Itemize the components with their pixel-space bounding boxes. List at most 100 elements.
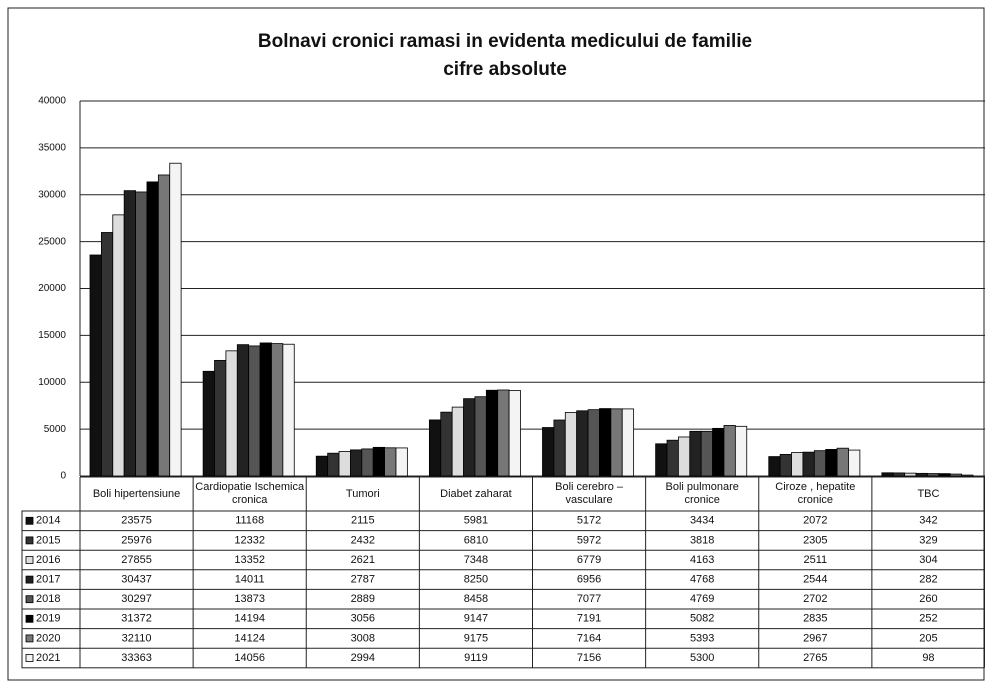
table-value: 282: [919, 574, 937, 586]
bar: [474, 396, 487, 477]
bar: [248, 345, 261, 477]
table-value: 5300: [690, 652, 714, 664]
legend-label: 2016: [36, 554, 60, 566]
bar: [802, 451, 815, 477]
table-value: 3818: [690, 534, 714, 546]
y-tick-label: 0: [60, 471, 66, 482]
y-tick-label: 20000: [38, 283, 66, 294]
y-tick-label: 15000: [38, 330, 66, 341]
bar: [259, 342, 272, 477]
legend-label: 2019: [36, 613, 60, 625]
table-value: 2072: [803, 515, 827, 527]
table-value: 7191: [577, 613, 601, 625]
bar: [666, 439, 679, 477]
x-tick-label: Cardiopatie Ischemica cronica: [195, 481, 305, 506]
table-value: 8458: [464, 593, 488, 605]
y-tick-label: 25000: [38, 236, 66, 247]
table-value: 14056: [234, 652, 265, 664]
table-value: 4163: [690, 554, 714, 566]
chart-title: Bolnavi cronici ramasi in evidenta medic…: [258, 31, 752, 52]
table-value: 7156: [577, 652, 601, 664]
bar: [689, 430, 702, 477]
x-tick-label: Boli hipertensiune: [92, 487, 181, 500]
bar: [587, 409, 600, 477]
table-value: 14124: [234, 632, 265, 644]
bar: [961, 474, 974, 477]
bar: [395, 447, 408, 477]
bar: [915, 472, 928, 477]
bar: [949, 473, 963, 477]
bar: [202, 370, 215, 477]
table-value: 12332: [234, 534, 265, 546]
table-value: 2621: [351, 554, 375, 566]
table-value: 9175: [464, 632, 488, 644]
legend-label: 2020: [36, 632, 60, 644]
bar: [214, 359, 227, 477]
table-value: 11168: [235, 515, 264, 527]
legend-swatch: [25, 614, 34, 623]
bar: [576, 410, 589, 477]
legend-swatch: [25, 516, 34, 525]
bar: [440, 411, 453, 477]
legend-swatch: [25, 575, 34, 584]
table-value: 2889: [351, 593, 375, 605]
category-cell: Ciroze , hepatite cronice: [775, 481, 855, 506]
table-value: 2432: [351, 534, 375, 546]
y-tick-label: 40000: [38, 96, 66, 107]
table-value: 5972: [577, 534, 601, 546]
bar: [791, 452, 804, 477]
table-value: 2994: [351, 652, 375, 664]
legend-label: 2018: [36, 593, 60, 605]
table-value: 304: [919, 554, 937, 566]
bar: [157, 174, 171, 477]
bar: [428, 419, 442, 477]
table-value: 205: [919, 632, 937, 644]
table-value: 3434: [690, 515, 714, 527]
table-value: 30297: [121, 593, 152, 605]
bar: [282, 343, 295, 477]
table-value: 33363: [121, 652, 152, 664]
y-tick-label: 5000: [44, 424, 67, 435]
category-cell: Tumori: [345, 487, 380, 500]
table-value: 252: [919, 613, 937, 625]
y-tick-label: 30000: [38, 189, 66, 200]
legend-swatch: [25, 536, 34, 545]
bar: [938, 473, 951, 477]
table-value: 2765: [803, 652, 827, 664]
table-value: 3056: [351, 613, 375, 625]
bar: [599, 408, 612, 477]
table-value: 7077: [577, 593, 601, 605]
table-value: 5172: [577, 515, 601, 527]
table-value: 4768: [690, 574, 714, 586]
chart-frame: [7, 7, 985, 681]
bar: [451, 406, 464, 477]
category-cell: Boli pulmonare cronice: [666, 481, 739, 506]
bar: [350, 449, 363, 477]
y-tick-label: 10000: [38, 377, 66, 388]
bar: [225, 350, 238, 477]
bar: [112, 214, 125, 477]
table-value: 13352: [234, 554, 265, 566]
table-value: 6779: [577, 554, 601, 566]
bar: [723, 425, 736, 477]
bar: [146, 181, 159, 477]
legend-swatch: [25, 654, 34, 662]
legend-label: 2017: [36, 574, 60, 586]
legend-label: 2015: [36, 534, 60, 546]
bar: [485, 389, 499, 477]
bar: [135, 191, 148, 477]
table-value: 6810: [464, 534, 488, 546]
bar: [169, 162, 182, 477]
bar: [89, 254, 102, 477]
table-value: 6956: [577, 574, 601, 586]
table-value: 2115: [351, 515, 375, 527]
bar: [904, 472, 917, 477]
bar: [463, 398, 476, 477]
table-value: 31372: [121, 613, 152, 625]
table-value: 27855: [121, 554, 152, 566]
bar: [271, 343, 284, 477]
table-value: 32110: [122, 632, 152, 644]
bar: [621, 408, 635, 477]
table-value: 4769: [690, 593, 714, 605]
x-tick-label: Tumori: [345, 487, 380, 500]
